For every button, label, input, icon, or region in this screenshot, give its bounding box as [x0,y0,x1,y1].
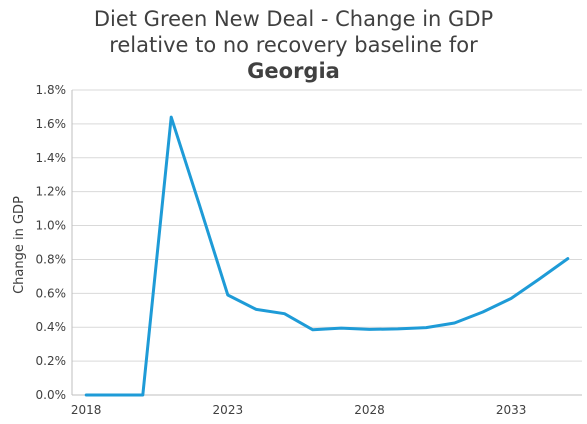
data-point [170,116,173,119]
y-tick-label: 0.4% [36,320,67,334]
data-point [396,327,399,330]
x-tick-labels: 2018 2023 2028 2033 [71,403,527,417]
data-point [340,327,343,330]
y-tick-label: 1.6% [36,117,67,131]
data-point [453,321,456,324]
y-tick-label: 1.4% [36,151,67,165]
x-tick-label: 2033 [496,403,527,417]
gridlines [72,89,582,362]
data-point [538,277,541,280]
x-tick-label: 2018 [71,403,102,417]
data-point [198,204,201,207]
y-tick-labels: 0.0% 0.2% 0.4% 0.6% 0.8% 1.0% 1.2% 1.4% 1.6% 1.8% [36,83,67,402]
series-line [84,115,570,397]
y-tick-label: 0.0% [36,388,67,402]
data-point [368,328,371,331]
data-point [481,310,484,313]
data-point [311,328,314,331]
y-tick-label: 0.8% [36,252,67,266]
chart-title-state: Georgia [247,59,340,83]
data-point [226,294,229,297]
y-tick-label: 1.8% [36,83,67,97]
data-point [425,326,428,329]
y-tick-label: 1.2% [36,185,67,199]
chart-title: Diet Green New Deal - Change in GDP rela… [0,6,587,84]
data-point [141,394,144,397]
y-tick-label: 0.6% [36,286,67,300]
x-tick-label: 2028 [354,403,385,417]
y-tick-label: 1.0% [36,219,67,233]
axes [71,90,582,396]
chart-title-line-2: relative to no recovery baseline for [109,33,478,57]
data-point [255,308,258,311]
y-axis-title: Change in GDP [12,196,27,294]
y-tick-label: 0.2% [36,354,67,368]
series-layer [84,115,570,397]
x-tick-label: 2023 [213,403,244,417]
data-point [113,394,116,397]
data-point [85,394,88,397]
chart-title-line-1: Diet Green New Deal - Change in GDP [93,7,494,31]
data-point [283,312,286,315]
data-point [566,257,569,260]
data-point [510,297,513,300]
